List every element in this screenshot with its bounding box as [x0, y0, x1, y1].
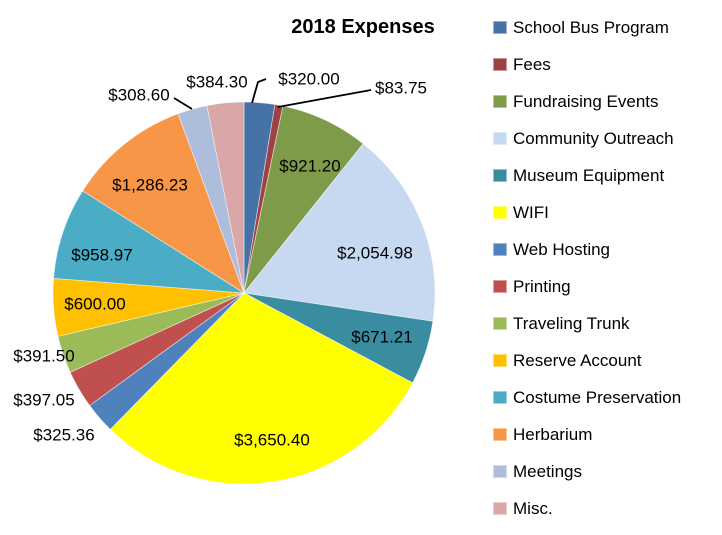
legend-label-meetings: Meetings: [513, 462, 582, 481]
leader-line-school-bus-program: [251, 78, 267, 104]
legend-label-traveling-trunk: Traveling Trunk: [513, 314, 630, 333]
legend-swatch-misc: [493, 502, 507, 515]
data-label-printing: $397.05: [13, 391, 74, 410]
pie-slice-herbarium: [82, 113, 245, 294]
legend-item-traveling-trunk: Traveling Trunk: [493, 313, 681, 334]
legend-swatch-wifi: [493, 206, 507, 219]
legend-swatch-costume-preservation: [493, 391, 507, 404]
legend-swatch-meetings: [493, 465, 507, 478]
legend-item-school-bus-program: School Bus Program: [493, 17, 681, 38]
legend-swatch-community-outreach: [493, 132, 507, 145]
chart-title: 2018 Expenses: [291, 16, 435, 38]
data-label-costume-preservation: $958.97: [71, 246, 132, 265]
data-label-reserve-account: $600.00: [64, 295, 125, 314]
legend-label-herbarium: Herbarium: [513, 425, 593, 444]
legend-swatch-reserve-account: [493, 354, 507, 367]
legend-swatch-herbarium: [493, 428, 507, 441]
data-label-school-bus-program: $320.00: [278, 70, 339, 89]
legend-item-fees: Fees: [493, 54, 681, 75]
legend-label-community-outreach: Community Outreach: [513, 129, 674, 148]
legend-label-fees: Fees: [513, 55, 551, 74]
legend-swatch-school-bus-program: [493, 21, 507, 34]
legend-swatch-printing: [493, 280, 507, 293]
data-label-community-outreach: $2,054.98: [337, 244, 413, 263]
data-label-traveling-trunk: $391.50: [13, 347, 74, 366]
data-label-fees: $83.75: [375, 79, 427, 98]
legend-label-fundraising-events: Fundraising Events: [513, 92, 659, 111]
legend-label-web-hosting: Web Hosting: [513, 240, 611, 259]
legend-item-costume-preservation: Costume Preservation: [493, 387, 681, 408]
legend-label-costume-preservation: Costume Preservation: [513, 388, 682, 407]
legend-item-museum-equipment: Museum Equipment: [493, 165, 681, 186]
legend-item-web-hosting: Web Hosting: [493, 239, 681, 260]
legend-item-printing: Printing: [493, 276, 681, 297]
pie-slice-wifi: [109, 292, 414, 485]
legend-swatch-museum-equipment: [493, 169, 507, 182]
leader-line-meetings: [173, 97, 193, 110]
legend-item-reserve-account: Reserve Account: [493, 350, 681, 371]
data-label-wifi: $3,650.40: [234, 431, 310, 450]
legend-item-community-outreach: Community Outreach: [493, 128, 681, 149]
legend-label-reserve-account: Reserve Account: [513, 351, 642, 370]
data-label-meetings: $308.60: [108, 86, 169, 105]
leader-line-fees: [277, 89, 372, 108]
legend-item-fundraising-events: Fundraising Events: [493, 91, 681, 112]
legend-swatch-traveling-trunk: [493, 317, 507, 330]
legend-item-misc: Misc.: [493, 498, 681, 519]
legend-label-misc: Misc.: [513, 499, 553, 518]
legend-swatch-web-hosting: [493, 243, 507, 256]
legend: School Bus Program Fees Fundraising Events…: [493, 17, 681, 519]
data-label-fundraising-events: $921.20: [279, 157, 340, 176]
legend-item-meetings: Meetings: [493, 461, 681, 482]
data-label-museum-equipment: $671.21: [351, 328, 412, 347]
pie-slice-misc: [206, 101, 245, 294]
legend-swatch-fundraising-events: [493, 95, 507, 108]
legend-label-school-bus-program: School Bus Program: [513, 18, 669, 37]
legend-item-herbarium: Herbarium: [493, 424, 681, 445]
data-label-misc: $384.30: [186, 73, 247, 92]
legend-label-wifi: WIFI: [513, 203, 549, 222]
legend-item-wifi: WIFI: [493, 202, 681, 223]
legend-label-museum-equipment: Museum Equipment: [513, 166, 665, 185]
pie-slice-costume-preservation: [53, 190, 245, 294]
legend-label-printing: Printing: [513, 277, 571, 296]
pie-slice-community-outreach: [243, 143, 436, 322]
data-label-herbarium: $1,286.23: [112, 176, 188, 195]
data-label-web-hosting: $325.36: [33, 426, 94, 445]
legend-swatch-fees: [493, 58, 507, 71]
